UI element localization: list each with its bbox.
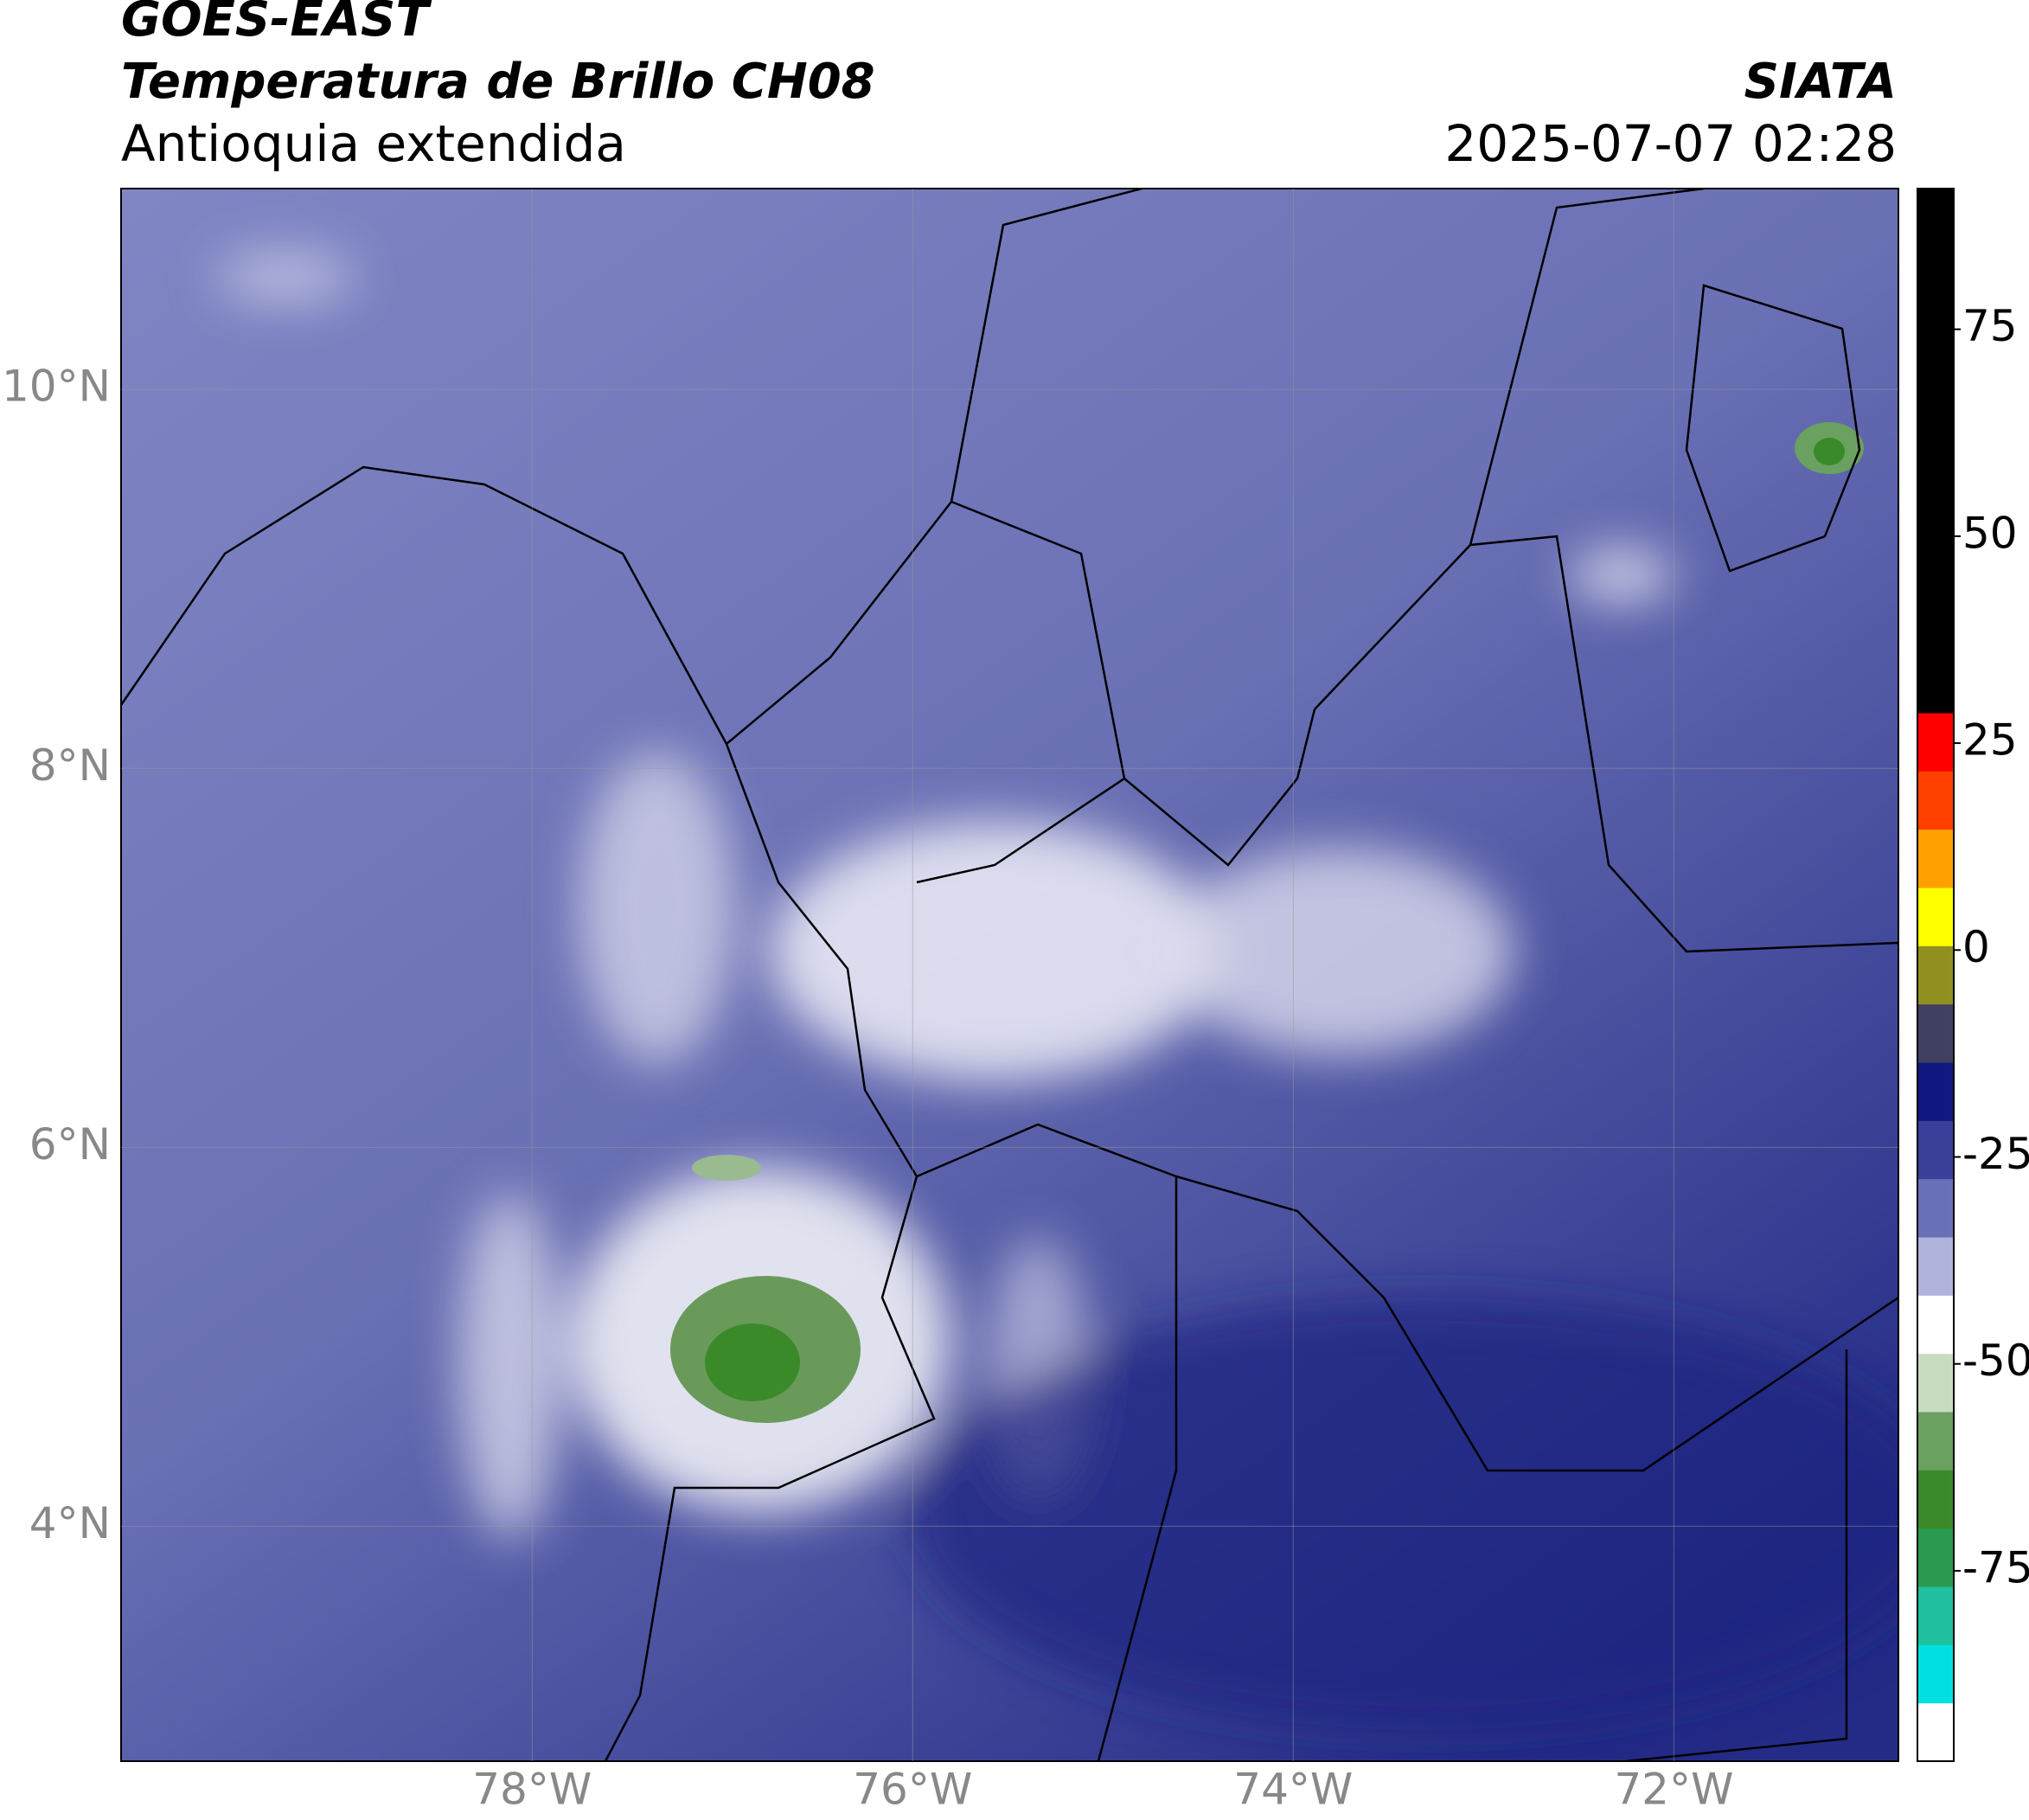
borders — [121, 189, 1898, 1761]
y-tick-label: 4°N — [29, 1498, 111, 1548]
cloud-field — [216, 251, 1898, 1730]
colorbar-tick-label: -25 — [1962, 1129, 2029, 1179]
colorbar-segment — [1917, 247, 1954, 306]
colorbar-segment — [1917, 1412, 1954, 1471]
region: Antioquia extendida — [121, 114, 626, 173]
colorbar-segment — [1917, 1003, 1954, 1063]
colorbar-segment — [1917, 713, 1954, 772]
colorbar-segment — [1917, 1470, 1954, 1529]
map-frame — [120, 188, 1899, 1762]
colorbar — [1917, 189, 1954, 1762]
title: GOES-EAST — [121, 0, 432, 48]
colorbar-segment — [1917, 1353, 1954, 1413]
colorbar-segment — [1917, 189, 1954, 247]
colorbar-segment — [1917, 538, 1954, 597]
cold-cloud-core — [705, 1323, 800, 1401]
x-tick-label: 76°W — [853, 1765, 972, 1815]
map-image — [121, 189, 1898, 1761]
colorbar-tick-label: 50 — [1962, 508, 2018, 558]
y-tick-label: 8°N — [29, 740, 111, 791]
x-tick-label: 74°W — [1233, 1765, 1353, 1815]
colorbar-tick-label: 0 — [1962, 922, 1990, 972]
colorbar-segment — [1917, 363, 1954, 422]
colorbar-segment — [1917, 1120, 1954, 1180]
colorbar-segment — [1917, 596, 1954, 656]
colorbar-segment — [1917, 421, 1954, 481]
colorbar-segment — [1917, 1702, 1954, 1762]
subtitle: Temperatura de Brillo CH08 — [121, 54, 875, 110]
colorbar-tick-label: 25 — [1962, 715, 2018, 766]
y-tick-label: 10°N — [2, 362, 111, 412]
x-tick-label: 78°W — [472, 1765, 592, 1815]
y-tick-label: 6°N — [29, 1119, 111, 1170]
datetime: 2025-07-07 02:28 — [1444, 114, 1897, 173]
colorbar-segment — [1917, 479, 1954, 539]
colorbar-segment — [1917, 304, 1954, 364]
colorbar-segment — [1917, 888, 1954, 946]
colorbar-tick-label: -75 — [1962, 1542, 2029, 1592]
colorbar-segment — [1917, 771, 1954, 830]
source: SIATA — [1744, 54, 1897, 110]
colorbar-segment — [1917, 945, 1954, 1005]
colorbar-frame — [1917, 188, 1955, 1762]
colorbar-tick-label: 75 — [1962, 301, 2018, 351]
colorbar-segment — [1917, 1295, 1954, 1355]
colorbar-segment — [1917, 1528, 1954, 1587]
colorbar-segment — [1917, 1237, 1954, 1296]
colorbar-segment — [1917, 829, 1954, 888]
colorbar-segment — [1917, 1178, 1954, 1238]
colorbar-tick-label: -50 — [1962, 1336, 2029, 1386]
colorbar-segment — [1917, 654, 1954, 714]
colorbar-segment — [1917, 1062, 1954, 1121]
colorbar-segment — [1917, 1586, 1954, 1645]
colorbar-segment — [1917, 1644, 1954, 1704]
x-tick-label: 72°W — [1614, 1765, 1733, 1815]
cold-cloud-core — [1814, 438, 1845, 465]
cold-cloud-top — [692, 1155, 761, 1181]
